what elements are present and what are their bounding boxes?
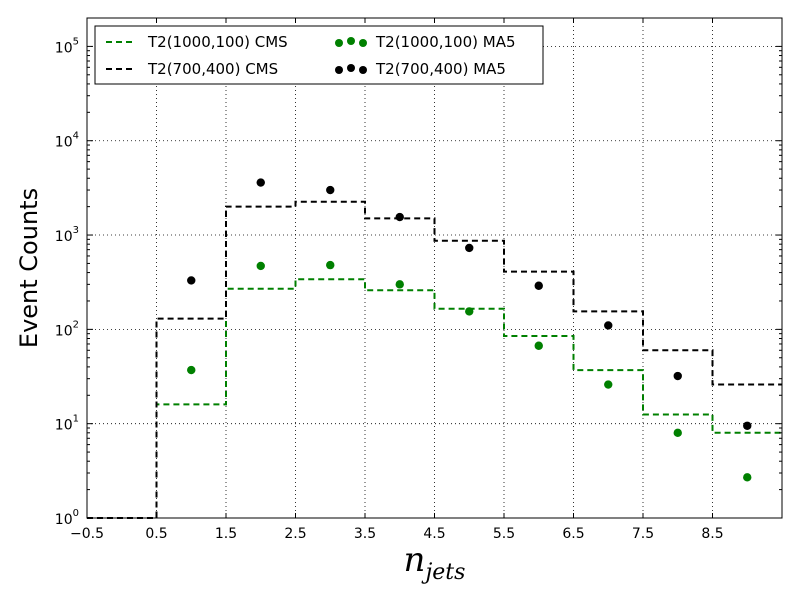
data-point: [604, 380, 613, 389]
data-point: [256, 261, 265, 271]
tick-layer: [86, 17, 782, 519]
legend-marker-handle: [347, 64, 355, 72]
y-tick-label-base: 10: [55, 135, 73, 151]
data-point: [395, 212, 404, 222]
data-point: [465, 243, 474, 253]
legend-marker-handle: [335, 39, 343, 47]
data-point: [743, 421, 752, 430]
legend-label: T2(700,400) CMS: [147, 60, 278, 78]
series-step-line-0: [87, 278, 782, 519]
legend: T2(1000,100) CMS T2(700,400) CMS T2(1000,1…: [94, 25, 544, 85]
legend-marker-handle: [359, 66, 367, 74]
series-layer: [87, 178, 782, 519]
y-tick-label-base: 10: [55, 418, 73, 434]
legend-marker-handle: [359, 39, 367, 47]
y-tick-label-exponent: 2: [73, 319, 79, 330]
data-point: [534, 341, 543, 350]
x-tick-label: 6.5: [562, 526, 584, 542]
x-tick-label: 2.5: [284, 526, 306, 542]
y-tick-label: 100: [55, 508, 79, 528]
y-tick-label: 103: [55, 225, 79, 245]
data-point: [395, 280, 404, 289]
legend-box: [94, 25, 544, 85]
legend-label: T2(1000,100) CMS: [147, 33, 288, 51]
x-axis-label-subscript: jets: [420, 560, 465, 585]
x-tick-label: 5.5: [493, 526, 515, 542]
x-axis-label: njets: [404, 540, 466, 585]
y-tick-label-exponent: 5: [73, 36, 79, 47]
y-axis-label: Event Counts: [15, 188, 43, 348]
data-point: [673, 428, 682, 438]
y-tick-label-base: 10: [55, 40, 73, 56]
data-point: [743, 473, 752, 482]
grid-layer: [86, 18, 782, 519]
y-tick-label-exponent: 4: [73, 131, 79, 142]
data-point: [465, 307, 474, 316]
data-point: [604, 321, 613, 330]
x-tick-labels: −0.5 0.5 1.5 2.5 3.5 4.5 5.5 6.5 7.5 8.5: [70, 526, 724, 542]
x-tick-label: 0.5: [145, 526, 167, 542]
y-tick-label-base: 10: [55, 512, 73, 528]
y-tick-label-base: 10: [55, 229, 73, 245]
y-tick-label: 101: [55, 414, 79, 434]
y-tick-label-exponent: 1: [73, 414, 79, 425]
y-tick-label-exponent: 0: [73, 508, 79, 519]
x-tick-label: 3.5: [354, 526, 376, 542]
x-tick-label: 4.5: [423, 526, 445, 542]
y-tick-label-exponent: 3: [73, 225, 79, 236]
data-point: [187, 276, 196, 285]
data-point: [673, 371, 682, 381]
x-tick-label: 7.5: [632, 526, 654, 542]
legend-label: T2(700,400) MA5: [375, 60, 506, 78]
series-step-line-1: [87, 200, 782, 519]
data-point: [256, 178, 265, 187]
y-tick-label: 104: [55, 131, 79, 151]
y-tick-label: 105: [55, 36, 79, 56]
legend-marker-handle: [347, 37, 355, 45]
legend-marker-handle: [335, 66, 343, 74]
y-tick-label: 102: [55, 319, 79, 339]
x-tick-label: −0.5: [70, 526, 104, 542]
y-tick-label-base: 10: [55, 323, 73, 339]
x-tick-label: 1.5: [215, 526, 237, 542]
data-point: [326, 260, 335, 270]
x-tick-label: 8.5: [701, 526, 723, 542]
x-axis-label-base: n: [404, 540, 426, 580]
data-point: [534, 281, 543, 290]
legend-label: T2(1000,100) MA5: [375, 33, 516, 51]
data-point: [326, 185, 335, 195]
data-point: [187, 365, 196, 375]
